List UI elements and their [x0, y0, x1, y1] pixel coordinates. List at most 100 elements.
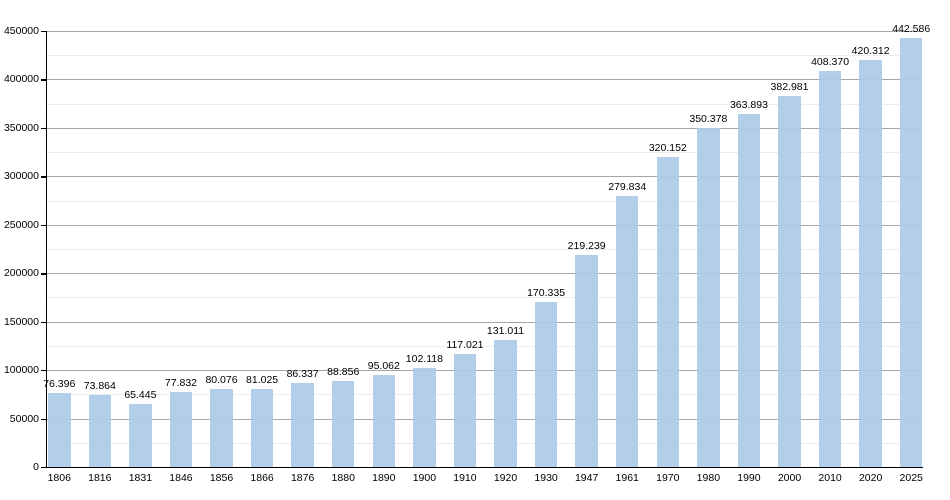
bar-1910 [453, 353, 477, 467]
bar-2000 [778, 95, 801, 467]
x-tick-label: 1910 [453, 472, 477, 484]
x-tick-label: 2000 [777, 472, 802, 484]
bar-value-label: 80.076 [205, 374, 238, 387]
y-axis-line [46, 31, 48, 468]
bar-1866 [250, 388, 274, 467]
bar-1816 [88, 395, 112, 467]
major-gridline [47, 79, 922, 81]
y-tick-label: 0 [33, 461, 39, 473]
bar-1970 [656, 156, 680, 467]
bar-value-label: 131.011 [486, 325, 525, 338]
bar-value-label: 95.062 [367, 359, 400, 372]
bar-1947 [575, 254, 598, 467]
y-axis-tick [41, 31, 47, 33]
x-tick-label: 1980 [696, 472, 721, 484]
bar-1831 [129, 403, 152, 467]
x-tick-label: 1831 [128, 472, 153, 484]
bar-value-label: 442.586 [892, 23, 931, 36]
x-tick-label: 1920 [493, 472, 518, 484]
minor-gridline [47, 103, 922, 105]
bar-value-label: 363.893 [729, 99, 768, 112]
bar-value-label: 170.335 [527, 286, 566, 299]
bar-value-label: 76.396 [43, 377, 76, 390]
x-tick-label: 2025 [899, 472, 923, 484]
x-tick-label: 1970 [656, 472, 680, 484]
bar-1856 [210, 389, 233, 467]
bar-1930 [534, 301, 558, 467]
bar-value-label: 102.118 [405, 353, 443, 366]
x-tick-label: 1990 [737, 472, 761, 484]
bar-1980 [697, 127, 720, 467]
y-tick-label: 300000 [3, 170, 39, 183]
x-tick-label: 1930 [534, 472, 558, 484]
y-axis-tick [41, 79, 47, 81]
y-tick-label: 400000 [3, 73, 39, 86]
x-tick-label: 2010 [818, 472, 842, 484]
major-gridline [47, 176, 922, 178]
bar-1846 [169, 391, 193, 467]
y-axis-tick [41, 176, 47, 178]
y-axis-tick [41, 127, 47, 130]
bar-value-label: 77.832 [164, 376, 198, 389]
bar-value-label: 81.025 [246, 373, 279, 386]
bar-value-label: 117.021 [446, 338, 484, 351]
y-axis-tick [41, 418, 47, 420]
x-tick-label: 2020 [858, 472, 883, 484]
bar-value-label: 86.337 [286, 368, 319, 381]
bar-value-label: 382.981 [770, 80, 809, 93]
minor-gridline [47, 297, 922, 299]
minor-gridline [47, 152, 922, 154]
x-tick-label: 1880 [331, 472, 355, 484]
bar-1920 [494, 340, 517, 467]
minor-gridline [47, 55, 922, 57]
y-axis-tick [41, 224, 47, 227]
x-tick-label: 1846 [169, 472, 193, 484]
major-gridline [47, 127, 922, 129]
x-tick-label: 1947 [574, 472, 599, 484]
bar-value-label: 73.864 [83, 380, 116, 393]
y-tick-label: 200000 [3, 267, 39, 280]
plot-area: 0 50000 100000 150000 200000 250000 300000 3500… [4, 23, 930, 484]
x-tick-label: 1890 [372, 472, 396, 484]
bar-value-label: 350.378 [689, 112, 728, 125]
x-tick-label: 1961 [615, 472, 639, 484]
bar-1880 [331, 380, 355, 467]
y-axis-tick [41, 370, 47, 372]
major-gridline [47, 418, 922, 420]
bar-1806 [48, 392, 71, 467]
y-tick-label: 350000 [3, 121, 39, 134]
bar-1990 [737, 114, 761, 467]
x-tick-label: 1866 [250, 472, 274, 484]
bar-1900 [413, 368, 436, 467]
minor-gridline [47, 442, 922, 444]
minor-gridline [47, 200, 922, 202]
bar-2010 [818, 71, 842, 467]
x-tick-label: 1856 [209, 472, 234, 484]
x-axis-line [46, 466, 923, 468]
minor-gridline [47, 249, 922, 250]
x-tick-label: 1900 [412, 472, 437, 484]
bar-value-label: 408.370 [811, 56, 850, 69]
x-tick-label: 1876 [290, 472, 315, 484]
major-gridline [47, 273, 922, 275]
bar-value-label: 88.856 [327, 365, 360, 378]
bar-value-label: 420.312 [851, 44, 890, 57]
y-tick-label: 50000 [9, 412, 39, 425]
major-gridline [47, 321, 922, 323]
minor-gridline [47, 345, 922, 347]
x-tick-label: 1806 [47, 472, 71, 484]
bar-2025 [899, 38, 923, 467]
minor-gridline [47, 394, 922, 396]
y-tick-label: 450000 [3, 25, 39, 37]
major-gridline [47, 370, 922, 372]
bar-1890 [372, 374, 396, 467]
y-tick-label: 250000 [3, 218, 39, 231]
bar-value-label: 279.834 [608, 180, 647, 193]
y-tick-label: 150000 [3, 315, 39, 328]
bar-value-label: 65.445 [124, 388, 157, 401]
y-axis-tick [41, 321, 47, 323]
bar-value-label: 320.152 [648, 141, 687, 154]
bar-1876 [291, 383, 314, 467]
bar-1961 [615, 195, 639, 467]
